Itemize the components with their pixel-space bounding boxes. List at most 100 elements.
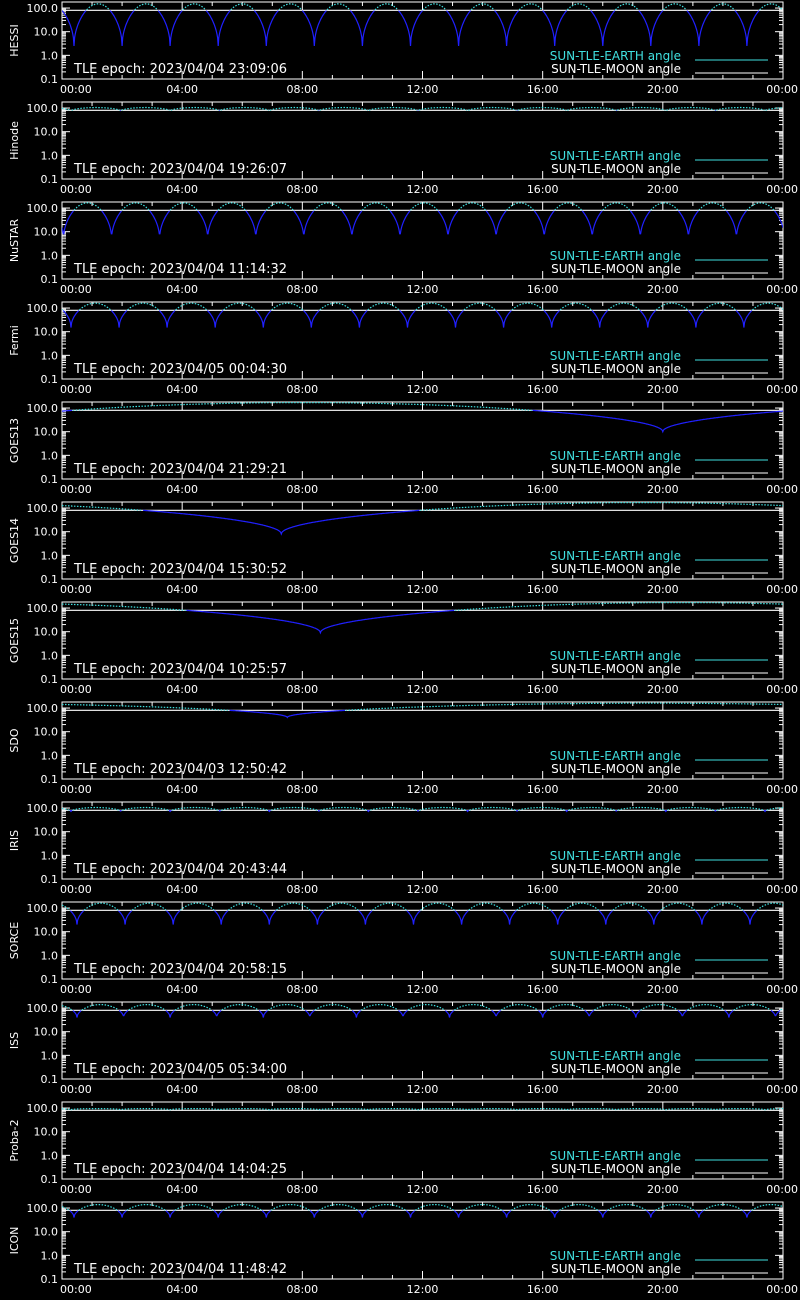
x-tick-label: 20:00 xyxy=(647,383,679,396)
y-tick-label: 1.0 xyxy=(41,749,59,762)
legend-earth-label: SUN-TLE-EARTH angle xyxy=(550,1049,681,1063)
x-tick-label: 00:00 xyxy=(766,883,798,896)
x-tick-label: 16:00 xyxy=(527,283,559,296)
tle-epoch-label: TLE epoch: 2023/04/04 20:43:44 xyxy=(73,862,287,877)
x-tick-label: 08:00 xyxy=(286,283,318,296)
satellite-label: Hinode xyxy=(8,121,21,160)
earth-angle-curve xyxy=(73,202,775,211)
tle-epoch-label: TLE epoch: 2023/04/04 10:25:57 xyxy=(73,662,287,677)
y-tick-label: 100.0 xyxy=(27,1102,59,1115)
y-tick-label: 10.0 xyxy=(34,26,59,39)
earth-angle-curve xyxy=(86,3,783,11)
x-tick-label: 00:00 xyxy=(60,783,92,796)
x-tick-label: 00:00 xyxy=(60,183,92,196)
y-tick-label: 100.0 xyxy=(27,302,59,315)
y-tick-label: 0.1 xyxy=(41,73,59,86)
earth-angle-curve xyxy=(62,1108,783,1111)
y-tick-label: 10.0 xyxy=(34,326,59,339)
chart-svg: 0.1 1.0 10.0 100.0 00:00 04:00 08:00 12:00 16:00… xyxy=(8,1,798,96)
satellite-label: GOES15 xyxy=(8,618,21,663)
x-tick-label: 12:00 xyxy=(407,483,439,496)
x-tick-label: 04:00 xyxy=(166,1183,198,1196)
tle-epoch-label: TLE epoch: 2023/04/04 14:04:25 xyxy=(73,1162,287,1177)
x-tick-label: 20:00 xyxy=(647,883,679,896)
x-tick-label: 04:00 xyxy=(166,283,198,296)
x-tick-label: 00:00 xyxy=(766,483,798,496)
earth-angle-curve xyxy=(62,902,783,911)
x-tick-label: 12:00 xyxy=(407,783,439,796)
x-tick-label: 12:00 xyxy=(407,983,439,996)
x-tick-label: 12:00 xyxy=(407,683,439,696)
x-tick-label: 00:00 xyxy=(60,83,92,96)
y-tick-label: 0.1 xyxy=(41,573,59,586)
x-tick-label: 04:00 xyxy=(166,1283,198,1296)
satellite-label: NuSTAR xyxy=(8,219,21,263)
x-tick-label: 12:00 xyxy=(407,583,439,596)
y-tick-label: 100.0 xyxy=(27,102,59,115)
chart-svg: 0.1 1.0 10.0 100.0 00:00 04:00 08:00 12:00 16:00… xyxy=(8,201,798,296)
legend-earth-label: SUN-TLE-EARTH angle xyxy=(550,649,681,663)
x-tick-label: 00:00 xyxy=(60,383,92,396)
earth-angle-curve xyxy=(62,702,783,711)
y-tick-label: 0.1 xyxy=(41,1273,59,1286)
x-tick-label: 08:00 xyxy=(286,983,318,996)
legend-moon-label: SUN-TLE-MOON angle xyxy=(551,1162,681,1176)
x-tick-label: 16:00 xyxy=(527,83,559,96)
x-tick-label: 00:00 xyxy=(766,1183,798,1196)
legend-earth-label: SUN-TLE-EARTH angle xyxy=(550,949,681,963)
legend-earth-label: SUN-TLE-EARTH angle xyxy=(550,1249,681,1263)
y-tick-label: 10.0 xyxy=(34,126,59,139)
x-tick-label: 12:00 xyxy=(407,1083,439,1096)
legend-moon-label: SUN-TLE-MOON angle xyxy=(551,962,681,976)
chart-svg: 0.1 1.0 10.0 100.0 00:00 04:00 08:00 12:00 16:00… xyxy=(8,1001,798,1096)
x-tick-label: 12:00 xyxy=(407,1283,439,1296)
y-tick-label: 0.1 xyxy=(41,473,59,486)
panel-iss: 0.1 1.0 10.0 100.0 00:00 04:00 08:00 12:00 16:00… xyxy=(0,1000,800,1100)
satellite-label: GOES13 xyxy=(8,418,21,463)
y-tick-label: 100.0 xyxy=(27,802,59,815)
x-tick-label: 12:00 xyxy=(407,83,439,96)
satellite-label: Proba-2 xyxy=(8,1119,21,1161)
earth-angle-curve-below-moon xyxy=(62,409,783,434)
y-tick-label: 10.0 xyxy=(34,526,59,539)
x-tick-label: 12:00 xyxy=(407,883,439,896)
tle-epoch-label: TLE epoch: 2023/04/03 12:50:42 xyxy=(73,762,287,777)
panel-hinode: 0.1 1.0 10.0 100.0 00:00 04:00 08:00 12:00 16:00… xyxy=(0,100,800,200)
x-tick-label: 20:00 xyxy=(647,583,679,596)
y-tick-label: 100.0 xyxy=(27,2,59,15)
legend-moon-label: SUN-TLE-MOON angle xyxy=(551,262,681,276)
y-tick-label: 10.0 xyxy=(34,926,59,939)
x-tick-label: 04:00 xyxy=(166,383,198,396)
y-tick-label: 10.0 xyxy=(34,1026,59,1039)
x-tick-label: 04:00 xyxy=(166,483,198,496)
y-tick-label: 100.0 xyxy=(27,902,59,915)
legend-moon-label: SUN-TLE-MOON angle xyxy=(551,662,681,676)
earth-angle-curve xyxy=(62,602,783,611)
tle-epoch-label: TLE epoch: 2023/04/04 20:58:15 xyxy=(73,962,287,977)
y-tick-label: 10.0 xyxy=(34,226,59,239)
y-tick-label: 0.1 xyxy=(41,373,59,386)
x-tick-label: 12:00 xyxy=(407,1183,439,1196)
legend-earth-label: SUN-TLE-EARTH angle xyxy=(550,349,681,363)
panel-iris: 0.1 1.0 10.0 100.0 00:00 04:00 08:00 12:00 16:00… xyxy=(0,800,800,900)
x-tick-label: 20:00 xyxy=(647,1083,679,1096)
y-tick-label: 10.0 xyxy=(34,826,59,839)
y-tick-label: 1.0 xyxy=(41,649,59,662)
panel-sdo: 0.1 1.0 10.0 100.0 00:00 04:00 08:00 12:00 16:00… xyxy=(0,700,800,800)
x-tick-label: 04:00 xyxy=(166,683,198,696)
x-tick-label: 00:00 xyxy=(60,683,92,696)
y-tick-label: 1.0 xyxy=(41,1249,59,1262)
panel-hessi: 0.1 1.0 10.0 100.0 00:00 04:00 08:00 12:00 16:00… xyxy=(0,0,800,100)
x-tick-label: 00:00 xyxy=(60,1083,92,1096)
y-tick-label: 0.1 xyxy=(41,773,59,786)
legend-moon-label: SUN-TLE-MOON angle xyxy=(551,862,681,876)
tle-epoch-label: TLE epoch: 2023/04/04 19:26:07 xyxy=(73,162,287,177)
y-tick-label: 0.1 xyxy=(41,673,59,686)
panel-sorce: 0.1 1.0 10.0 100.0 00:00 04:00 08:00 12:00 16:00… xyxy=(0,900,800,1000)
chart-svg: 0.1 1.0 10.0 100.0 00:00 04:00 08:00 12:00 16:00… xyxy=(8,901,798,996)
x-tick-label: 04:00 xyxy=(166,883,198,896)
chart-svg: 0.1 1.0 10.0 100.0 00:00 04:00 08:00 12:00 16:00… xyxy=(8,701,798,796)
y-tick-label: 10.0 xyxy=(34,626,59,639)
x-tick-label: 08:00 xyxy=(286,1183,318,1196)
legend-earth-label: SUN-TLE-EARTH angle xyxy=(550,449,681,463)
